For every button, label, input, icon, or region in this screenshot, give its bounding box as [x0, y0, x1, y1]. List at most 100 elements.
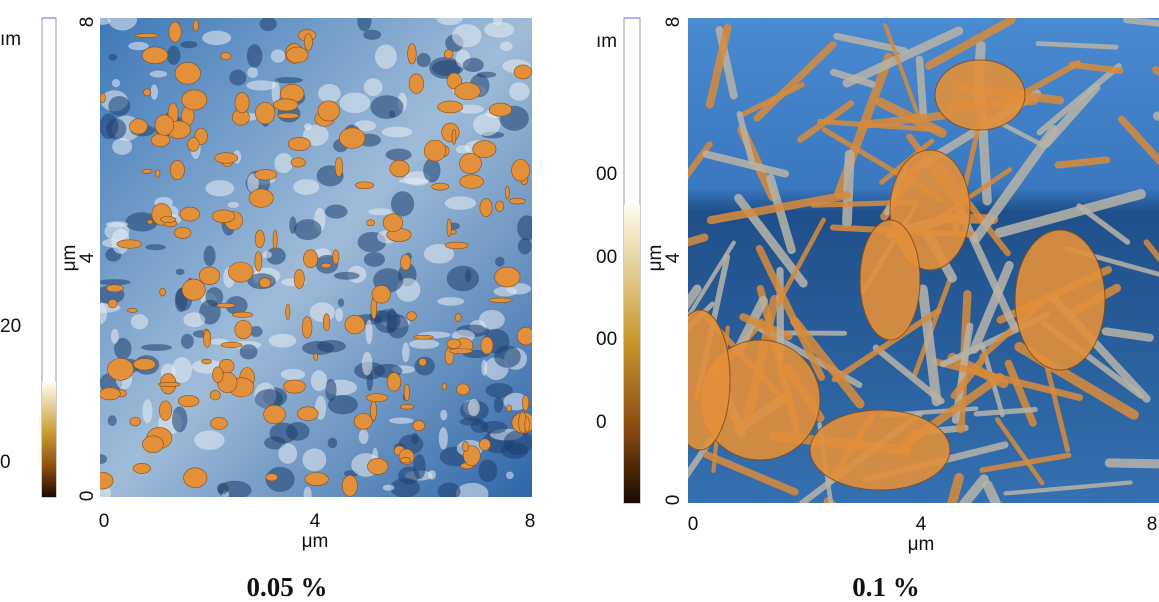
grain	[459, 153, 482, 175]
grain	[446, 72, 462, 90]
cluster	[688, 309, 731, 451]
speckle	[500, 442, 529, 459]
fiber	[688, 240, 736, 321]
grain	[479, 198, 493, 217]
grain	[441, 383, 448, 390]
speckle	[333, 271, 360, 280]
grain	[424, 139, 447, 162]
speckle	[382, 484, 395, 491]
x-axis-label: μm	[302, 531, 329, 552]
grain	[366, 393, 388, 402]
grain	[403, 383, 410, 402]
grain	[406, 311, 417, 321]
speckle	[436, 18, 463, 26]
grain	[100, 92, 106, 104]
speckle	[114, 337, 132, 360]
grain	[508, 197, 526, 205]
speckle	[413, 453, 426, 480]
grain	[366, 219, 376, 227]
colorbar-label: 00	[596, 164, 617, 185]
speckle	[339, 92, 371, 114]
speckle	[478, 309, 505, 330]
fiber	[705, 23, 732, 109]
grain	[107, 299, 118, 309]
grain	[400, 254, 412, 271]
fiber	[994, 189, 1146, 238]
fiber	[688, 284, 702, 310]
grain	[505, 185, 510, 200]
grain	[214, 152, 239, 164]
fiber	[875, 97, 947, 138]
grain	[367, 458, 389, 475]
grain	[177, 395, 200, 408]
fiber	[958, 474, 989, 503]
colorbar-scale	[42, 382, 56, 497]
fiber	[706, 191, 852, 225]
speckle	[480, 421, 508, 434]
fiber	[736, 111, 755, 166]
speckle	[484, 21, 515, 38]
grain	[516, 327, 532, 346]
grain	[127, 307, 138, 313]
speckle	[361, 351, 373, 376]
speckle	[390, 478, 420, 497]
speckle	[309, 302, 336, 322]
grain	[192, 19, 199, 32]
x-tick-label: 0	[99, 511, 110, 532]
grain	[522, 394, 530, 412]
fiber	[982, 480, 1002, 503]
speckle	[398, 177, 429, 185]
fiber	[766, 173, 796, 255]
grain	[462, 441, 469, 452]
colorbar-label: ım	[0, 29, 21, 50]
fiber	[969, 260, 1014, 354]
speckle	[180, 333, 194, 349]
speckle	[318, 83, 341, 103]
y-tick-label: 4	[663, 252, 684, 263]
speckle	[494, 345, 521, 368]
grain	[159, 287, 166, 297]
grain	[386, 372, 402, 392]
grain	[255, 102, 276, 125]
speckle	[205, 287, 224, 307]
grain	[400, 404, 415, 410]
grain	[454, 313, 462, 322]
fiber	[1004, 359, 1037, 427]
grain	[141, 46, 169, 65]
speckle	[402, 342, 410, 363]
speckle	[107, 415, 117, 427]
speckle	[293, 179, 320, 195]
grain	[234, 319, 253, 340]
grain	[160, 216, 177, 223]
grain	[168, 21, 182, 43]
speckle	[106, 118, 127, 140]
fiber	[857, 111, 948, 129]
grain	[216, 302, 236, 309]
grain	[303, 33, 313, 51]
fiber	[774, 217, 826, 308]
colorbar-label: 00	[596, 329, 617, 350]
speckle	[100, 453, 108, 465]
fiber	[1101, 327, 1154, 342]
grain	[407, 43, 417, 65]
grain	[408, 73, 424, 94]
colorbar-scale	[624, 205, 640, 503]
grain	[174, 62, 201, 85]
grain	[506, 404, 512, 412]
fiber	[1122, 18, 1159, 27]
caption: 0.1 %	[852, 572, 920, 602]
grain	[212, 366, 224, 383]
grain	[100, 472, 114, 490]
speckle	[249, 326, 263, 337]
grain	[254, 169, 278, 181]
speckle	[517, 238, 532, 255]
speckle	[259, 18, 277, 32]
grain	[441, 122, 460, 143]
speckle	[363, 29, 382, 40]
speckle	[227, 201, 240, 209]
y-tick-label: 4	[77, 252, 98, 263]
grain	[234, 92, 250, 114]
grain	[418, 357, 427, 367]
grain	[342, 474, 358, 497]
speckle	[517, 215, 532, 241]
